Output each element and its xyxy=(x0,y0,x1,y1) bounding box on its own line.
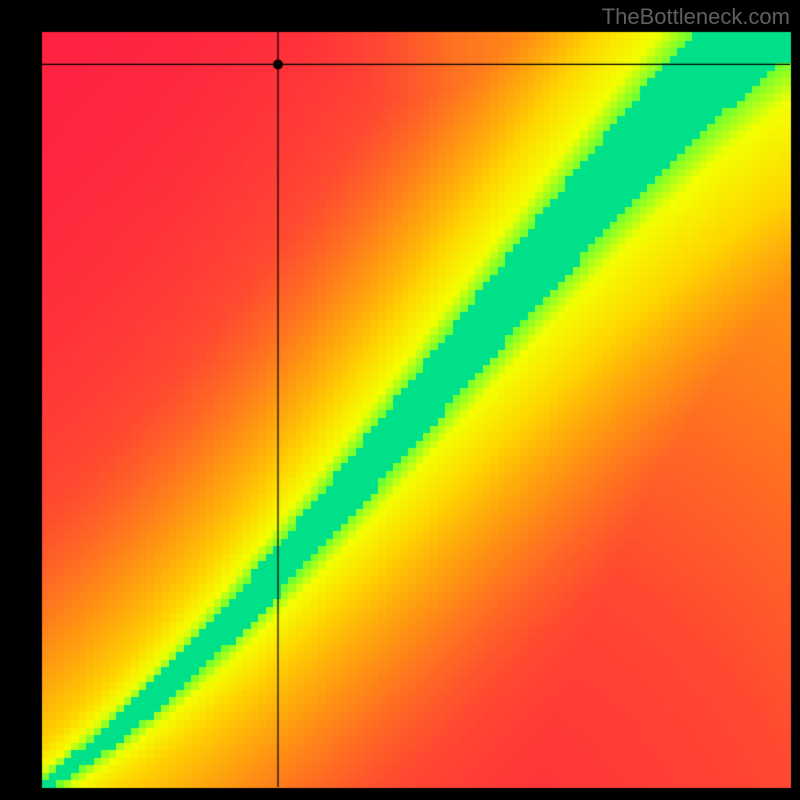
attribution-text: TheBottleneck.com xyxy=(602,4,790,30)
bottleneck-heatmap xyxy=(0,0,800,800)
